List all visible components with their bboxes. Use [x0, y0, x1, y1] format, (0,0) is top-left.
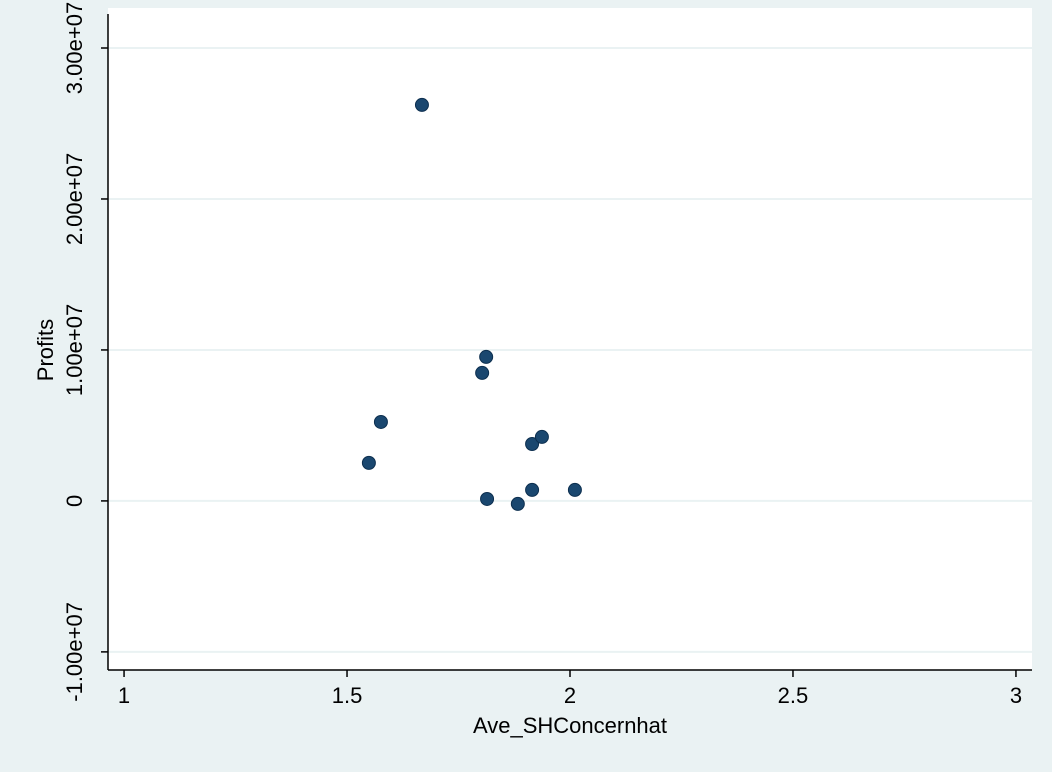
- y-axis-title: Profits: [33, 319, 58, 381]
- point: [373, 414, 388, 429]
- plot-area: [108, 8, 1032, 670]
- point: [525, 436, 540, 451]
- y-tick-label: -1.00e+07: [62, 602, 87, 702]
- y-tick-label: 0: [62, 495, 87, 507]
- x-tick-label: 2: [564, 683, 576, 708]
- point: [475, 365, 490, 380]
- point: [534, 429, 549, 444]
- point: [479, 349, 494, 364]
- point: [361, 455, 376, 470]
- y-tick-label: 3.00e+07: [62, 2, 87, 94]
- y-tick-label: 1.00e+07: [62, 304, 87, 396]
- point: [525, 482, 540, 497]
- y-tick-label: 2.00e+07: [62, 153, 87, 245]
- point: [567, 482, 582, 497]
- point: [414, 97, 429, 112]
- x-tick-label: 1: [118, 683, 130, 708]
- x-tick-label: 2.5: [778, 683, 809, 708]
- point: [480, 491, 495, 506]
- x-axis-title: Ave_SHConcernhat: [473, 713, 667, 738]
- x-tick-label: 3: [1010, 683, 1022, 708]
- point: [510, 496, 525, 511]
- x-tick-label: 1.5: [332, 683, 363, 708]
